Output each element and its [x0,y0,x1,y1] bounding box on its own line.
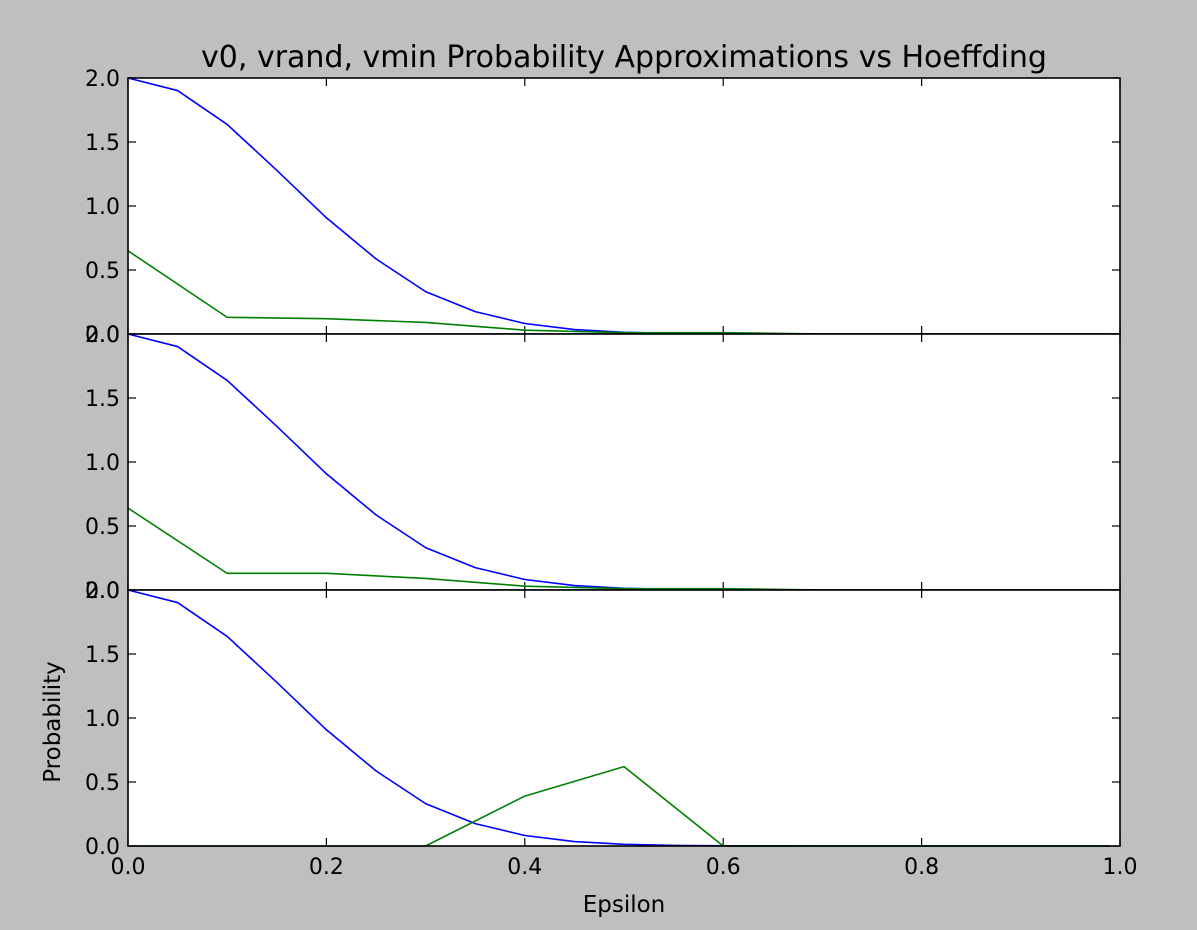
y-tick-label: 1.5 [85,131,120,156]
plot-area [128,334,1120,590]
y-tick-label: 0.0 [85,579,120,604]
x-tick-label: 1.0 [1103,855,1138,880]
y-axis-label: Probability [40,661,66,783]
panels: 0.00.51.01.52.00.00.51.01.52.00.00.51.01… [85,67,1138,880]
y-tick-label: 0.5 [85,259,120,284]
axes-frame [127,589,1121,847]
x-tick-label: 0.0 [111,855,146,880]
x-tick-label: 0.8 [904,855,939,880]
y-tick-label: 2.0 [85,579,120,604]
y-tick-label: 2.0 [85,67,120,92]
y-tick-label: 1.5 [85,387,120,412]
y-tick-label: 1.5 [85,643,120,668]
panel-1: 0.0 0.5 1.0 1.5 2.0 [85,67,1121,348]
y-tick-label: 2.0 [85,323,120,348]
y-tick-label: 0.0 [85,323,120,348]
chart-title: v0, vrand, vmin Probability Approximatio… [201,40,1047,75]
y-tick-label: 1.0 [85,195,120,220]
y-tick-label: 1.0 [85,707,120,732]
panel-2: 0.0 0.5 1.0 1.5 2.0 [85,323,1121,604]
y-tick-label: 0.0 [85,835,120,860]
x-tick-label: 0.4 [507,855,542,880]
y-tick-label: 0.5 [85,515,120,540]
x-axis-label: Epsilon [583,892,666,918]
x-tick-label: 0.2 [309,855,344,880]
panel-3: 0.00.51.01.52.00.0 0.2 0.4 0.6 0.8 1.0 [85,579,1138,880]
plot-area [128,78,1120,334]
y-tick-label: 0.5 [85,771,120,796]
y-tick-label: 1.0 [85,451,120,476]
plot-area [128,590,1120,846]
x-tick-label: 0.6 [706,855,741,880]
